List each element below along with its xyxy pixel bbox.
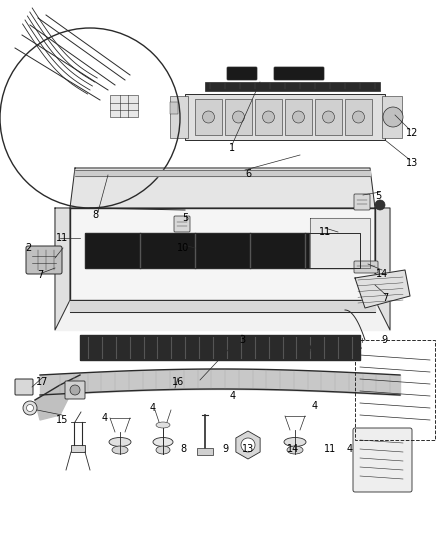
- Ellipse shape: [156, 446, 170, 454]
- Text: 4: 4: [312, 401, 318, 411]
- Text: 1: 1: [229, 143, 235, 153]
- Text: 9: 9: [381, 335, 387, 345]
- Circle shape: [293, 111, 304, 123]
- Polygon shape: [375, 208, 390, 330]
- Bar: [382, 96, 402, 138]
- Bar: [355, 340, 435, 440]
- Bar: [110, 95, 138, 117]
- Ellipse shape: [284, 438, 306, 447]
- Text: 12: 12: [406, 128, 418, 138]
- Text: 17: 17: [36, 377, 48, 387]
- Text: 4: 4: [230, 391, 236, 401]
- Circle shape: [262, 111, 275, 123]
- Circle shape: [375, 200, 385, 210]
- Circle shape: [383, 107, 403, 127]
- Bar: [255, 99, 282, 135]
- Text: 10: 10: [177, 243, 189, 253]
- Polygon shape: [355, 270, 410, 308]
- Text: 11: 11: [319, 227, 331, 237]
- FancyBboxPatch shape: [353, 428, 412, 492]
- FancyBboxPatch shape: [354, 194, 370, 210]
- Ellipse shape: [112, 446, 128, 454]
- Polygon shape: [35, 375, 80, 420]
- Ellipse shape: [287, 446, 303, 454]
- Text: 11: 11: [324, 444, 336, 454]
- Circle shape: [70, 385, 80, 395]
- Bar: [205, 82, 380, 91]
- Bar: [170, 96, 188, 138]
- Circle shape: [202, 111, 215, 123]
- Circle shape: [27, 405, 33, 411]
- Polygon shape: [85, 233, 360, 268]
- Text: 3: 3: [239, 335, 245, 345]
- Text: 16: 16: [172, 377, 184, 387]
- FancyBboxPatch shape: [354, 261, 378, 273]
- Circle shape: [241, 438, 255, 452]
- Text: 13: 13: [406, 158, 418, 168]
- Text: 14: 14: [287, 444, 299, 454]
- FancyBboxPatch shape: [227, 67, 257, 80]
- Text: 4: 4: [102, 413, 108, 423]
- Polygon shape: [55, 208, 70, 330]
- FancyBboxPatch shape: [26, 246, 62, 274]
- Text: 7: 7: [37, 270, 43, 280]
- Bar: [71, 445, 85, 452]
- Bar: [345, 99, 372, 135]
- Ellipse shape: [156, 422, 170, 428]
- Bar: [195, 99, 222, 135]
- FancyBboxPatch shape: [65, 381, 85, 399]
- FancyBboxPatch shape: [15, 379, 33, 395]
- Text: 14: 14: [376, 269, 388, 279]
- Text: 9: 9: [222, 444, 228, 454]
- Polygon shape: [75, 170, 370, 176]
- Circle shape: [23, 401, 37, 415]
- Text: 11: 11: [56, 233, 68, 243]
- Circle shape: [353, 111, 364, 123]
- Text: 2: 2: [25, 243, 31, 253]
- Bar: [185, 94, 385, 140]
- Text: 5: 5: [182, 213, 188, 223]
- Polygon shape: [70, 208, 375, 300]
- Text: 7: 7: [382, 293, 388, 303]
- Text: 4: 4: [150, 403, 156, 413]
- Polygon shape: [70, 300, 375, 312]
- Circle shape: [322, 111, 335, 123]
- Ellipse shape: [153, 438, 173, 447]
- Polygon shape: [70, 168, 375, 208]
- Polygon shape: [310, 218, 370, 268]
- Circle shape: [233, 111, 244, 123]
- Text: 8: 8: [92, 210, 98, 220]
- Bar: [285, 99, 312, 135]
- Bar: [170, 102, 178, 114]
- Bar: [225, 99, 252, 135]
- Polygon shape: [55, 208, 390, 330]
- FancyBboxPatch shape: [274, 67, 324, 80]
- FancyBboxPatch shape: [174, 216, 190, 232]
- Text: 8: 8: [180, 444, 186, 454]
- Text: 5: 5: [375, 191, 381, 201]
- Polygon shape: [80, 335, 360, 360]
- Bar: [197, 448, 213, 455]
- Bar: [315, 99, 342, 135]
- Text: 6: 6: [245, 169, 251, 179]
- Ellipse shape: [109, 438, 131, 447]
- Text: 4: 4: [347, 444, 353, 454]
- Text: 15: 15: [56, 415, 68, 425]
- Text: 13: 13: [242, 444, 254, 454]
